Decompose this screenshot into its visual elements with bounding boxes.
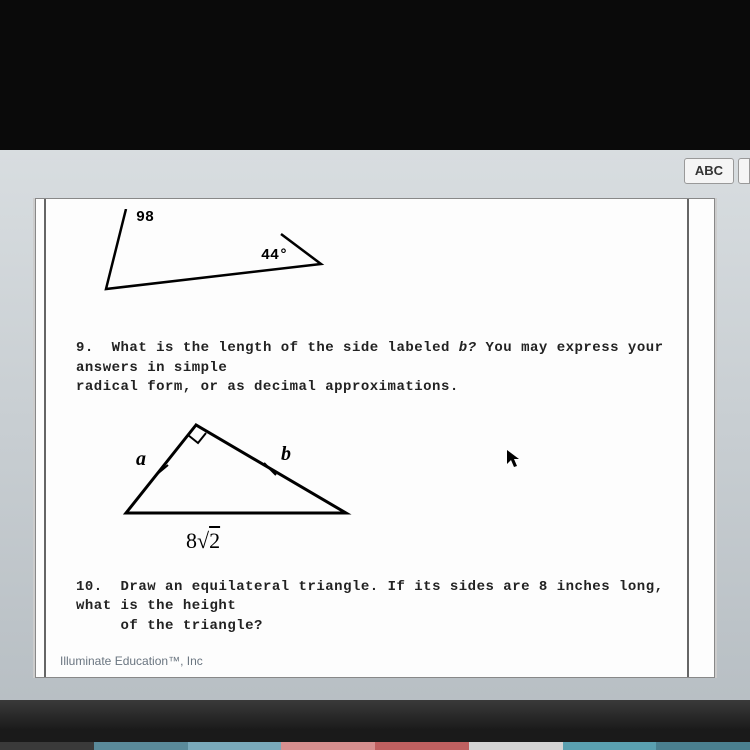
- q9-number: 9.: [76, 340, 94, 356]
- question-9: 9. What is the length of the side labele…: [76, 339, 674, 553]
- q10-text-line1: Draw an equilateral triangle. If its sid…: [76, 579, 664, 615]
- q8-side-label: 98: [136, 209, 154, 226]
- q9-label-b: b: [281, 443, 291, 466]
- q9-hyp-radicand: 2: [209, 528, 220, 553]
- worksheet-document: 98 44° 9. What is the length of the side…: [35, 198, 715, 678]
- camera-black-bar: [0, 0, 750, 150]
- strip-seg: [563, 742, 657, 750]
- q9-hypotenuse-label: 8√2: [186, 528, 220, 554]
- page-edge-left: [44, 199, 46, 677]
- q9-prompt: 9. What is the length of the side labele…: [76, 339, 674, 398]
- strip-seg: [188, 742, 282, 750]
- page-edge-right: [687, 199, 689, 677]
- desk-edge: [0, 700, 750, 750]
- mouse-cursor-icon: [506, 449, 522, 475]
- strip-seg: [375, 742, 469, 750]
- q9-text-a: What is the length of the side labeled: [112, 340, 459, 356]
- triangle-9-figure: a b 8√2: [106, 413, 674, 553]
- q9-label-a: a: [136, 448, 146, 471]
- strip-seg: [469, 742, 563, 750]
- q9-b-ref: b?: [459, 340, 477, 356]
- sqrt-icon: √: [197, 528, 209, 553]
- triangle-8-svg: [96, 209, 356, 309]
- q8-angle-label: 44°: [261, 247, 288, 264]
- color-strip: [0, 742, 750, 750]
- monitor-viewport: ABC 98 44° 9. What is the length of the …: [0, 150, 750, 700]
- toolbar: ABC: [684, 158, 750, 184]
- strip-seg: [0, 742, 94, 750]
- toolbar-button-partial[interactable]: [738, 158, 750, 184]
- strip-seg: [94, 742, 188, 750]
- spellcheck-button[interactable]: ABC: [684, 158, 734, 184]
- question-8-fragment: 98 44°: [96, 209, 674, 309]
- strip-seg: [656, 742, 750, 750]
- q10-number: 10.: [76, 579, 103, 595]
- question-10: 10. Draw an equilateral triangle. If its…: [76, 578, 674, 637]
- strip-seg: [281, 742, 375, 750]
- q10-text-line2: of the triangle?: [121, 618, 263, 634]
- q9-text-line2: radical form, or as decimal approximatio…: [76, 379, 459, 395]
- q10-prompt: 10. Draw an equilateral triangle. If its…: [76, 578, 674, 637]
- q9-hyp-coeff: 8: [186, 528, 197, 553]
- footer-copyright: Illuminate Education™, Inc: [60, 654, 203, 668]
